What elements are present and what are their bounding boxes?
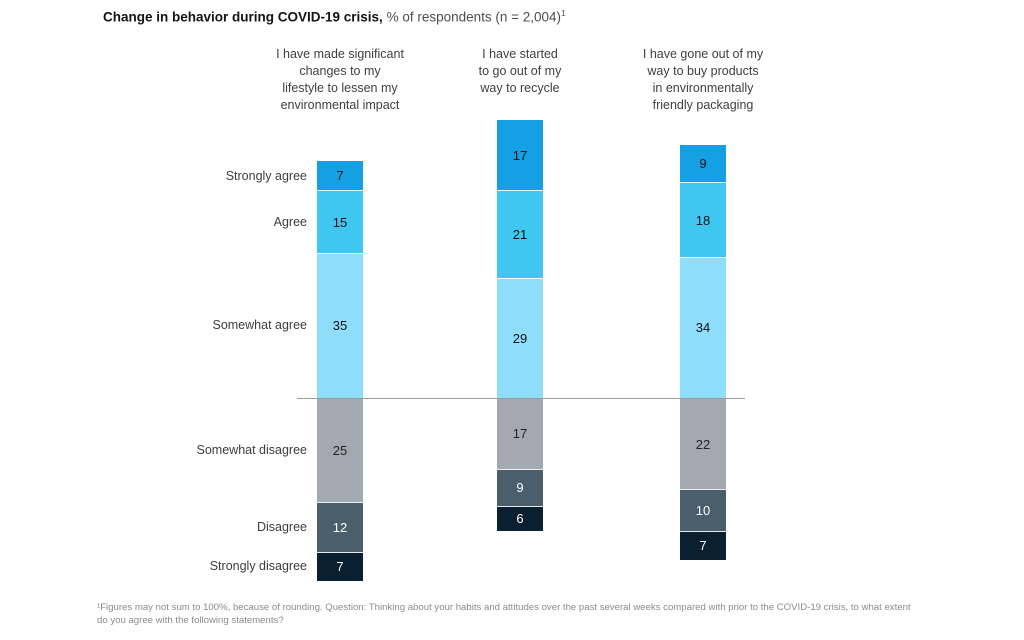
header-line: environmental impact (280, 98, 400, 112)
category-label: Somewhat agree (212, 318, 307, 333)
segment-value: 22 (695, 436, 711, 452)
bar-segment: 12 (317, 501, 363, 552)
segment-value: 15 (332, 214, 348, 230)
segment-value: 21 (512, 227, 528, 243)
bar-segment: 25 (317, 397, 363, 502)
header-line: I have gone out of my (642, 47, 764, 61)
segment-value: 6 (516, 511, 524, 527)
bar-segment: 15 (317, 190, 363, 253)
header-line: to go out of my (478, 64, 562, 78)
bar-segment: 6 (497, 505, 543, 531)
bar-segment: 7 (680, 530, 726, 560)
segment-value: 35 (332, 318, 348, 334)
segment-value: 17 (512, 426, 528, 442)
category-label: Strongly agree (225, 168, 307, 183)
header-line: way to buy products (647, 64, 759, 78)
segment-value: 34 (695, 320, 711, 336)
stacked-bar: 7 15 35 25 12 7 (317, 161, 363, 581)
header-line: lifestyle to lessen my (282, 81, 398, 95)
header-line: I have made significant (276, 47, 404, 61)
segment-value: 17 (512, 147, 528, 163)
segment-value: 9 (699, 156, 707, 172)
header-line: I have started (482, 47, 558, 61)
bar-segment: 10 (680, 489, 726, 531)
header-line: friendly packaging (652, 98, 754, 112)
stacked-bar: 17 21 29 17 9 6 (497, 119, 543, 531)
bar-segment: 9 (680, 144, 726, 183)
chart-title-footnote-marker: 1 (561, 9, 566, 18)
bar-segment: 21 (497, 190, 543, 278)
bar-segment: 7 (317, 161, 363, 191)
segment-value: 9 (516, 480, 524, 496)
bar-segment: 29 (497, 277, 543, 398)
stacked-bar: 9 18 34 22 10 7 (680, 144, 726, 560)
segment-value: 7 (336, 168, 344, 184)
footnote: ¹Figures may not sum to 100%, because of… (97, 602, 911, 626)
segment-value: 12 (332, 519, 348, 535)
header-line: way to recycle (480, 81, 560, 95)
segment-value: 29 (512, 330, 528, 346)
segment-value: 18 (695, 212, 711, 228)
category-label: Disagree (256, 519, 307, 534)
column-header: I have gone out of my way to buy products… (588, 46, 818, 114)
chart-title-bold: Change in behavior during COVID-19 crisi… (103, 9, 383, 25)
bar-segment: 17 (497, 119, 543, 191)
bar-segment: 7 (317, 551, 363, 581)
header-line: changes to my (299, 64, 381, 78)
segment-value: 7 (699, 538, 707, 554)
chart-title: Change in behavior during COVID-19 crisi… (103, 9, 566, 25)
category-label: Somewhat disagree (196, 442, 307, 457)
bar-segment: 17 (497, 397, 543, 469)
segment-value: 7 (336, 559, 344, 575)
segment-value: 25 (332, 442, 348, 458)
header-line: in environmentally (652, 81, 754, 95)
zero-axis-line (297, 398, 745, 399)
bar-segment: 18 (680, 182, 726, 257)
bar-segment: 35 (317, 252, 363, 398)
category-label: Strongly disagree (209, 559, 307, 574)
column-header: I have started to go out of my way to recy… (405, 46, 635, 97)
chart-title-regular: % of respondents (n = 2,004) (382, 9, 562, 25)
bar-segment: 9 (497, 468, 543, 506)
bar-segment: 34 (680, 256, 726, 398)
segment-value: 10 (695, 503, 711, 519)
category-label: Agree (273, 214, 307, 229)
bar-segment: 22 (680, 397, 726, 490)
column-header: I have made significant changes to my life… (225, 46, 455, 114)
